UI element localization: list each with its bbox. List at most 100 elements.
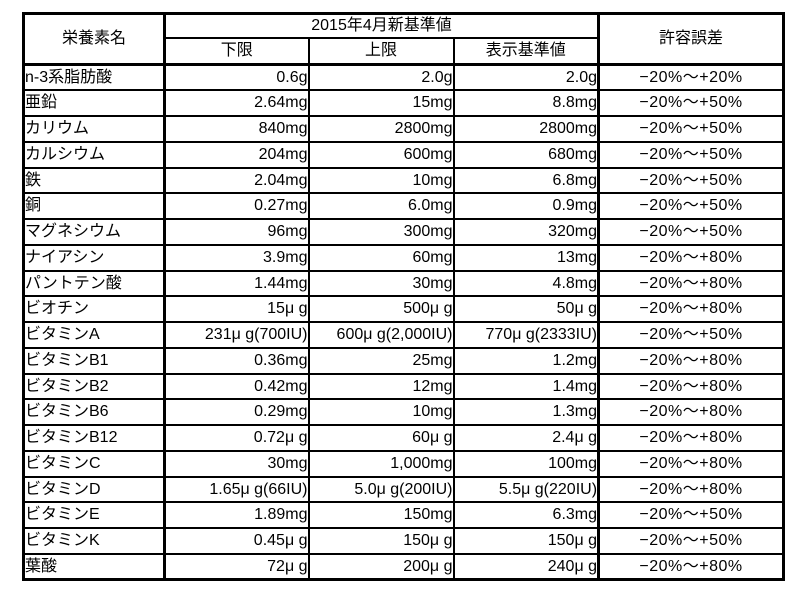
header-nutrient-name: 栄養素名 (22, 12, 166, 66)
nutrient-name-cell: ナイアシン (22, 243, 166, 272)
table-row: ビタミンK 0.45μ g 150μ g 150μ g −20%～+50% (22, 527, 785, 555)
table-row: 亜鉛 2.64mg 15mg 8.8mg −20%～+50% (22, 89, 785, 117)
label-standard-cell: 13mg (452, 243, 600, 272)
table-body: n-3系脂肪酸 0.6g 2.0g 2.0g −20%～+20% 亜鉛 2.64… (22, 63, 785, 581)
header-lower-limit: 下限 (163, 36, 310, 66)
upper-limit-cell: 2800mg (307, 115, 455, 143)
nutrient-name-cell: ビタミンB12 (22, 424, 166, 452)
table-row: ビタミンB1 0.36mg 25mg 1.2mg −20%～+80% (22, 346, 785, 375)
upper-limit-cell: 6.0mg (307, 192, 455, 220)
lower-limit-cell: 15μ g (163, 295, 310, 323)
table-row: ビタミンC 30mg 1,000mg 100mg −20%～+80% (22, 449, 785, 478)
table-row: カリウム 840mg 2800mg 2800mg −20%～+50% (22, 115, 785, 143)
nutrient-name-cell: ビタミンD (22, 475, 166, 504)
label-standard-cell: 4.8mg (452, 269, 600, 298)
header-label-standard: 表示基準値 (452, 36, 600, 66)
tolerance-cell: −20%～+80% (597, 475, 785, 504)
label-standard-cell: 1.2mg (452, 346, 600, 375)
header-group-row: 栄養素名 2015年4月新基準値 許容誤差 (22, 12, 785, 66)
label-standard-cell: 240μ g (452, 552, 600, 581)
table-row: カルシウム 204mg 600mg 680mg −20%～+50% (22, 140, 785, 169)
lower-limit-cell: 30mg (163, 449, 310, 478)
tolerance-cell: −20%～+50% (597, 218, 785, 246)
header-upper-limit: 上限 (307, 36, 455, 66)
upper-limit-cell: 1,000mg (307, 449, 455, 478)
table-row: パントテン酸 1.44mg 30mg 4.8mg −20%～+80% (22, 269, 785, 298)
nutrient-name-cell: 鉄 (22, 166, 166, 195)
label-standard-cell: 150μ g (452, 527, 600, 555)
nutrient-name-cell: ビタミンA (22, 321, 166, 349)
upper-limit-cell: 600mg (307, 140, 455, 169)
table-row: ビタミンB6 0.29mg 10mg 1.3mg −20%～+80% (22, 398, 785, 426)
upper-limit-cell: 60mg (307, 243, 455, 272)
nutrient-name-cell: 銅 (22, 192, 166, 220)
label-standard-cell: 100mg (452, 449, 600, 478)
upper-limit-cell: 25mg (307, 346, 455, 375)
tolerance-cell: −20%～+80% (597, 398, 785, 426)
upper-limit-cell: 12mg (307, 372, 455, 401)
lower-limit-cell: 3.9mg (163, 243, 310, 272)
lower-limit-cell: 96mg (163, 218, 310, 246)
tolerance-cell: −20%～+50% (597, 115, 785, 143)
lower-limit-cell: 2.04mg (163, 166, 310, 195)
table-row: ビタミンB12 0.72μ g 60μ g 2.4μ g −20%～+80% (22, 424, 785, 452)
upper-limit-cell: 200μ g (307, 552, 455, 581)
lower-limit-cell: 0.72μ g (163, 424, 310, 452)
tolerance-cell: −20%～+80% (597, 295, 785, 323)
nutrient-name-cell: 亜鉛 (22, 89, 166, 117)
header-tolerance: 許容誤差 (597, 12, 785, 66)
upper-limit-cell: 10mg (307, 166, 455, 195)
label-standard-cell: 6.8mg (452, 166, 600, 195)
table-row: ナイアシン 3.9mg 60mg 13mg −20%～+80% (22, 243, 785, 272)
nutrient-name-cell: 葉酸 (22, 552, 166, 581)
lower-limit-cell: 204mg (163, 140, 310, 169)
upper-limit-cell: 10mg (307, 398, 455, 426)
table-row: n-3系脂肪酸 0.6g 2.0g 2.0g −20%～+20% (22, 63, 785, 92)
lower-limit-cell: 0.42mg (163, 372, 310, 401)
nutrient-name-cell: ビタミンE (22, 501, 166, 529)
lower-limit-cell: 1.44mg (163, 269, 310, 298)
label-standard-cell: 2800mg (452, 115, 600, 143)
upper-limit-cell: 150mg (307, 501, 455, 529)
nutrient-name-cell: ビタミンB6 (22, 398, 166, 426)
tolerance-cell: −20%～+50% (597, 527, 785, 555)
lower-limit-cell: 1.89mg (163, 501, 310, 529)
table-row: 葉酸 72μ g 200μ g 240μ g −20%～+80% (22, 552, 785, 581)
label-standard-cell: 1.3mg (452, 398, 600, 426)
lower-limit-cell: 0.27mg (163, 192, 310, 220)
lower-limit-cell: 0.29mg (163, 398, 310, 426)
nutrient-name-cell: ビタミンK (22, 527, 166, 555)
label-standard-cell: 50μ g (452, 295, 600, 323)
table-row: マグネシウム 96mg 300mg 320mg −20%～+50% (22, 218, 785, 246)
label-standard-cell: 770μ g(2333IU) (452, 321, 600, 349)
table-row: 銅 0.27mg 6.0mg 0.9mg −20%～+50% (22, 192, 785, 220)
table-row: ビタミンB2 0.42mg 12mg 1.4mg −20%～+80% (22, 372, 785, 401)
nutrient-name-cell: n-3系脂肪酸 (22, 63, 166, 92)
tolerance-cell: −20%～+80% (597, 552, 785, 581)
tolerance-cell: −20%～+80% (597, 243, 785, 272)
lower-limit-cell: 2.64mg (163, 89, 310, 117)
upper-limit-cell: 300mg (307, 218, 455, 246)
label-standard-cell: 2.0g (452, 63, 600, 92)
nutrient-name-cell: カルシウム (22, 140, 166, 169)
table-row: ビタミンA 231μ g(700IU) 600μ g(2,000IU) 770μ… (22, 321, 785, 349)
upper-limit-cell: 60μ g (307, 424, 455, 452)
label-standard-cell: 0.9mg (452, 192, 600, 220)
lower-limit-cell: 840mg (163, 115, 310, 143)
upper-limit-cell: 5.0μ g(200IU) (307, 475, 455, 504)
lower-limit-cell: 72μ g (163, 552, 310, 581)
table-row: ビタミンD 1.65μ g(66IU) 5.0μ g(200IU) 5.5μ g… (22, 475, 785, 504)
nutrient-name-cell: ビタミンB1 (22, 346, 166, 375)
label-standard-cell: 5.5μ g(220IU) (452, 475, 600, 504)
tolerance-cell: −20%～+20% (597, 63, 785, 92)
tolerance-cell: −20%～+50% (597, 321, 785, 349)
nutrient-name-cell: ビタミンB2 (22, 372, 166, 401)
upper-limit-cell: 500μ g (307, 295, 455, 323)
tolerance-cell: −20%～+80% (597, 424, 785, 452)
upper-limit-cell: 2.0g (307, 63, 455, 92)
upper-limit-cell: 600μ g(2,000IU) (307, 321, 455, 349)
header-2015-standard-group: 2015年4月新基準値 (162, 12, 600, 39)
tolerance-cell: −20%～+80% (597, 269, 785, 298)
lower-limit-cell: 0.36mg (163, 346, 310, 375)
